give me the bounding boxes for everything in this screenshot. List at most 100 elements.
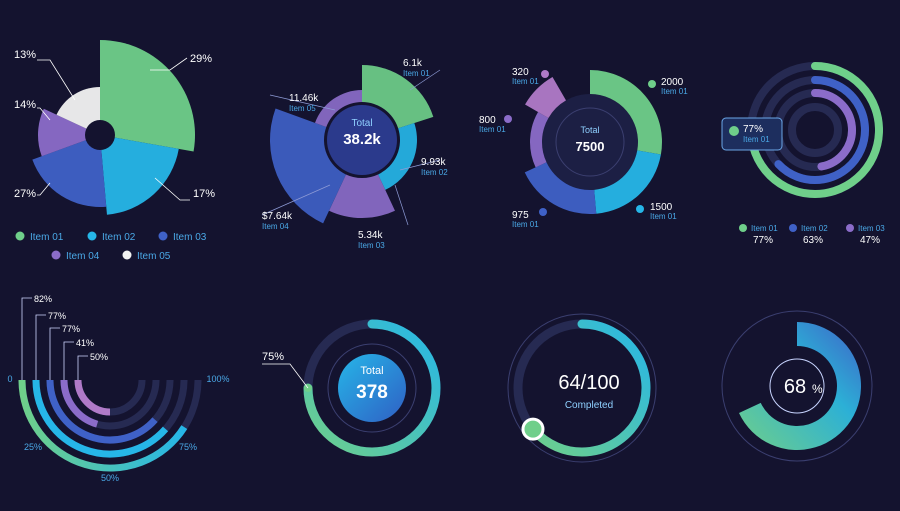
chart5-guide-4 xyxy=(63,341,74,380)
chart6-leader xyxy=(262,363,309,389)
chart4-legend-dot-2 xyxy=(789,224,797,232)
chart4-legend-value-2: 63% xyxy=(803,235,823,246)
chart4-track-4 xyxy=(788,103,842,157)
chart6-center-value: 378 xyxy=(356,382,388,403)
chart7-center-sub: Completed xyxy=(565,400,613,411)
chart6-center-title: Total xyxy=(360,365,383,377)
chart7-arc xyxy=(528,319,651,457)
chart1-slice-5 xyxy=(56,87,100,135)
chart1-leader-4 xyxy=(37,107,51,121)
chart4-arc-1 xyxy=(747,62,883,198)
chart5-label-3: 77% xyxy=(62,324,80,334)
chart8-gauge: 68% xyxy=(721,310,873,462)
chart6-gauge: Total 378 75% xyxy=(262,319,441,457)
chart4-legend-label-2: Item 02 xyxy=(801,224,828,233)
chart2-leader-3 xyxy=(394,184,409,226)
chart1-legend-dot-1 xyxy=(15,231,25,241)
chart2-center-value: 38.2k xyxy=(343,131,381,148)
chart5-label-4: 41% xyxy=(76,338,94,348)
chart2-leader-5 xyxy=(269,94,336,111)
chart2-center-title: Total xyxy=(351,118,372,129)
chart8-arc xyxy=(738,322,861,451)
chart2-value-4: $7.64k xyxy=(262,211,293,222)
chart3-name-3: Item 01 xyxy=(512,220,539,229)
chart1-legend-label-2: Item 02 xyxy=(102,232,136,243)
chart3-slice-5 xyxy=(525,77,566,118)
chart4-legend-value-3: 47% xyxy=(860,235,880,246)
chart4-legend-label-1: Item 01 xyxy=(751,224,778,233)
chart7-handle xyxy=(521,417,545,441)
chart3-slice-2 xyxy=(594,150,661,214)
chart1-slice-2 xyxy=(100,135,179,215)
chart1-legend-label-4: Item 04 xyxy=(66,251,100,262)
chart5-guide-1 xyxy=(21,297,32,380)
chart3-name-5: Item 01 xyxy=(512,77,539,86)
chart2-leader-2 xyxy=(399,159,441,171)
chart4-tooltip: 77%Item 01 xyxy=(721,117,783,151)
chart3-name-2: Item 01 xyxy=(650,212,677,221)
chart5-label-5: 50% xyxy=(90,352,108,362)
chart5-guide-5 xyxy=(77,355,88,380)
chart5-guide-2 xyxy=(35,314,46,380)
chart5-axis-label-2: 25% xyxy=(24,442,42,452)
chart1-legend-label-5: Item 05 xyxy=(137,251,171,262)
chart5-arc-5 xyxy=(74,379,111,416)
chart1-legend-label-3: Item 03 xyxy=(173,232,207,243)
chart7-center-value: 64/100 xyxy=(558,372,619,394)
chart3-value-5: 320 xyxy=(512,67,529,78)
chart4-legend-dot-3 xyxy=(846,224,854,232)
chart6-label: 75% xyxy=(262,351,284,363)
chart6-center-disc xyxy=(338,354,406,422)
chart3-value-2: 1500 xyxy=(650,202,673,213)
chart7-gauge: 64/100 Completed xyxy=(507,313,657,463)
chart1-label-3: 27% xyxy=(14,188,36,200)
chart3-center-title: Total xyxy=(580,125,599,135)
chart8-inner-ring xyxy=(769,358,825,414)
chart1-legend-dot-5 xyxy=(122,250,132,260)
chart3-dot-1 xyxy=(648,80,656,88)
chart4-legend-dot-1 xyxy=(739,224,747,232)
chart1-slice-4 xyxy=(37,108,100,157)
chart3-dot-5 xyxy=(541,70,549,78)
chart1-label-1: 29% xyxy=(190,53,212,65)
chart6-arc xyxy=(303,319,441,457)
chart3-slice-1 xyxy=(590,70,662,155)
chart1-legend-label-1: Item 01 xyxy=(30,232,64,243)
chart3-inner-ring xyxy=(555,107,625,177)
chart2-name-2: Item 02 xyxy=(421,168,448,177)
chart1-leader-1 xyxy=(150,57,188,71)
chart4-arc-3 xyxy=(811,89,856,171)
chart1-label-2: 17% xyxy=(193,188,215,200)
chart3-center-value: 7500 xyxy=(576,139,605,154)
chart1-legend-dot-3 xyxy=(158,231,168,241)
chart3-slice-4 xyxy=(529,112,549,168)
chart5-axis-label-3: 50% xyxy=(101,473,119,483)
chart8-center-unit: % xyxy=(812,382,823,396)
chart2-name-5: Item 05 xyxy=(289,104,316,113)
chart5-arc-2 xyxy=(32,379,169,458)
chart3-slice-3 xyxy=(524,162,597,214)
chart1-leader-2 xyxy=(154,177,190,201)
chart2-value-2: 9.93k xyxy=(421,157,446,168)
chart2-value-5: 11.46k xyxy=(289,93,319,104)
chart1-polar-area: 29%17%27%14%13%Item 01 Item 02 Item 03Item… xyxy=(14,40,215,262)
chart8-outer-ring xyxy=(721,310,873,462)
chart1-slice-3 xyxy=(32,135,107,207)
chart1-leader-5 xyxy=(37,59,76,101)
chart5-arc-4 xyxy=(60,379,99,428)
chart6-ring xyxy=(327,343,417,433)
chart8-center-value: 68 xyxy=(784,376,806,398)
chart3-name-1: Item 01 xyxy=(661,87,688,96)
chart5-label-1: 82% xyxy=(34,294,52,304)
chart4-tooltip-label: Item 01 xyxy=(743,135,770,144)
chart2-value-3: 5.34k xyxy=(358,230,383,241)
chart7-outer-ring xyxy=(507,313,657,463)
chart4-tooltip-dot xyxy=(729,126,739,136)
chart2-slice-4 xyxy=(270,108,346,224)
chart1-hole xyxy=(85,120,115,150)
chart2-name-1: Item 01 xyxy=(403,69,430,78)
chart1-legend-dot-2 xyxy=(87,231,97,241)
